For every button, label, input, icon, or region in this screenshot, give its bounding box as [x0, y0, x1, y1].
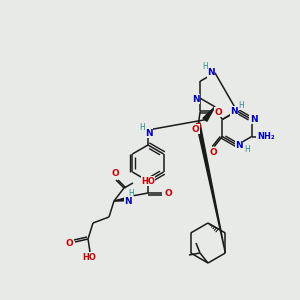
Polygon shape: [196, 123, 225, 253]
Text: N: N: [192, 95, 200, 104]
Text: HO: HO: [141, 176, 155, 185]
Text: N: N: [124, 196, 132, 206]
Polygon shape: [203, 107, 215, 121]
Text: O: O: [65, 238, 73, 247]
Text: N: N: [207, 68, 215, 77]
Text: HO: HO: [82, 253, 96, 262]
Text: N: N: [230, 106, 238, 116]
Text: N: N: [235, 140, 243, 149]
Text: H: H: [139, 124, 145, 133]
Text: NH₂: NH₂: [257, 132, 274, 141]
Text: H: H: [244, 146, 250, 154]
Text: O: O: [209, 148, 217, 157]
Text: H: H: [128, 188, 134, 197]
Text: O: O: [164, 190, 172, 199]
Text: H: H: [238, 100, 244, 109]
Text: N: N: [145, 128, 153, 137]
Text: O: O: [214, 108, 222, 117]
Text: O: O: [111, 169, 119, 178]
Text: O: O: [191, 125, 199, 134]
Text: H: H: [202, 62, 208, 71]
Polygon shape: [114, 197, 128, 201]
Text: N: N: [250, 115, 257, 124]
